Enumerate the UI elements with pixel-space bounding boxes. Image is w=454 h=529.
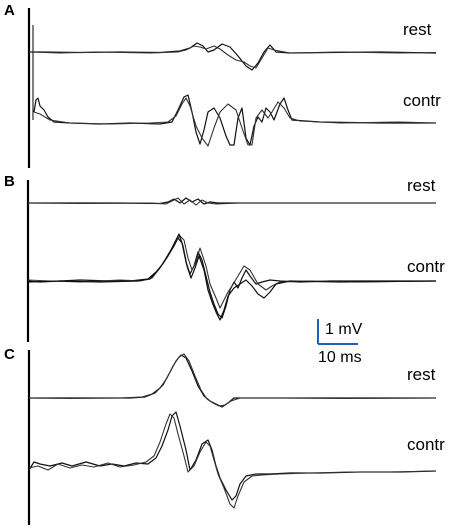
trace-c-contr-2 [28,413,437,509]
scale-label-amplitude: 1 mV [325,321,363,338]
trace-c-contr-1 [28,411,437,501]
trace-b-contr-2 [27,235,437,309]
scale-label-time: 10 ms [318,349,362,366]
label-c-contr: contr [407,435,445,454]
trace-c-rest-2 [28,353,437,407]
label-b-contr: contr [407,257,445,276]
label-c-rest: rest [407,365,436,384]
trace-a-contr-1 [33,94,436,146]
trace-c-rest-1 [29,354,436,408]
trace-b-contr-3 [27,233,437,321]
trace-a-rest-1 [29,42,437,71]
trace-b-contr-1 [27,237,436,319]
label-b-rest: rest [407,176,436,195]
panel-letter-b: B [4,173,15,190]
trace-a-contr-2 [33,97,437,147]
trace-a-rest-2 [28,45,437,69]
label-a-contr: contr [403,91,441,110]
panel-letter-c: C [4,346,15,363]
label-a-rest: rest [403,20,432,39]
panel-letter-a: A [4,2,15,19]
trace-b-rest-2 [27,197,436,206]
